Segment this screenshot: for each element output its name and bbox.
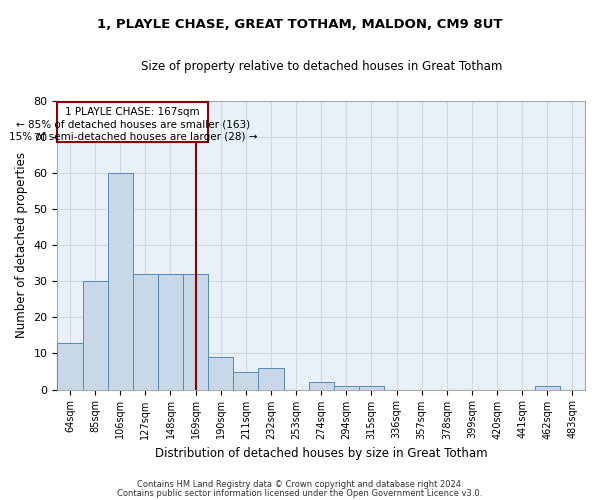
Bar — [83, 281, 107, 390]
Bar — [133, 274, 158, 390]
Title: Size of property relative to detached houses in Great Totham: Size of property relative to detached ho… — [140, 60, 502, 73]
Bar — [334, 386, 359, 390]
Bar — [233, 372, 259, 390]
Bar — [308, 382, 334, 390]
Y-axis label: Number of detached properties: Number of detached properties — [15, 152, 28, 338]
Text: Contains HM Land Registry data © Crown copyright and database right 2024.: Contains HM Land Registry data © Crown c… — [137, 480, 463, 489]
Text: 1, PLAYLE CHASE, GREAT TOTHAM, MALDON, CM9 8UT: 1, PLAYLE CHASE, GREAT TOTHAM, MALDON, C… — [97, 18, 503, 30]
Bar — [158, 274, 183, 390]
Text: 1 PLAYLE CHASE: 167sqm: 1 PLAYLE CHASE: 167sqm — [65, 106, 200, 117]
Bar — [259, 368, 284, 390]
Bar — [107, 173, 133, 390]
Bar — [208, 357, 233, 390]
X-axis label: Distribution of detached houses by size in Great Totham: Distribution of detached houses by size … — [155, 447, 488, 460]
Bar — [183, 274, 208, 390]
Text: Contains public sector information licensed under the Open Government Licence v3: Contains public sector information licen… — [118, 489, 482, 498]
Text: ← 85% of detached houses are smaller (163): ← 85% of detached houses are smaller (16… — [16, 120, 250, 130]
Bar — [535, 386, 560, 390]
Bar — [58, 342, 83, 390]
Bar — [359, 386, 384, 390]
FancyBboxPatch shape — [58, 102, 208, 142]
Text: 15% of semi-detached houses are larger (28) →: 15% of semi-detached houses are larger (… — [8, 132, 257, 142]
